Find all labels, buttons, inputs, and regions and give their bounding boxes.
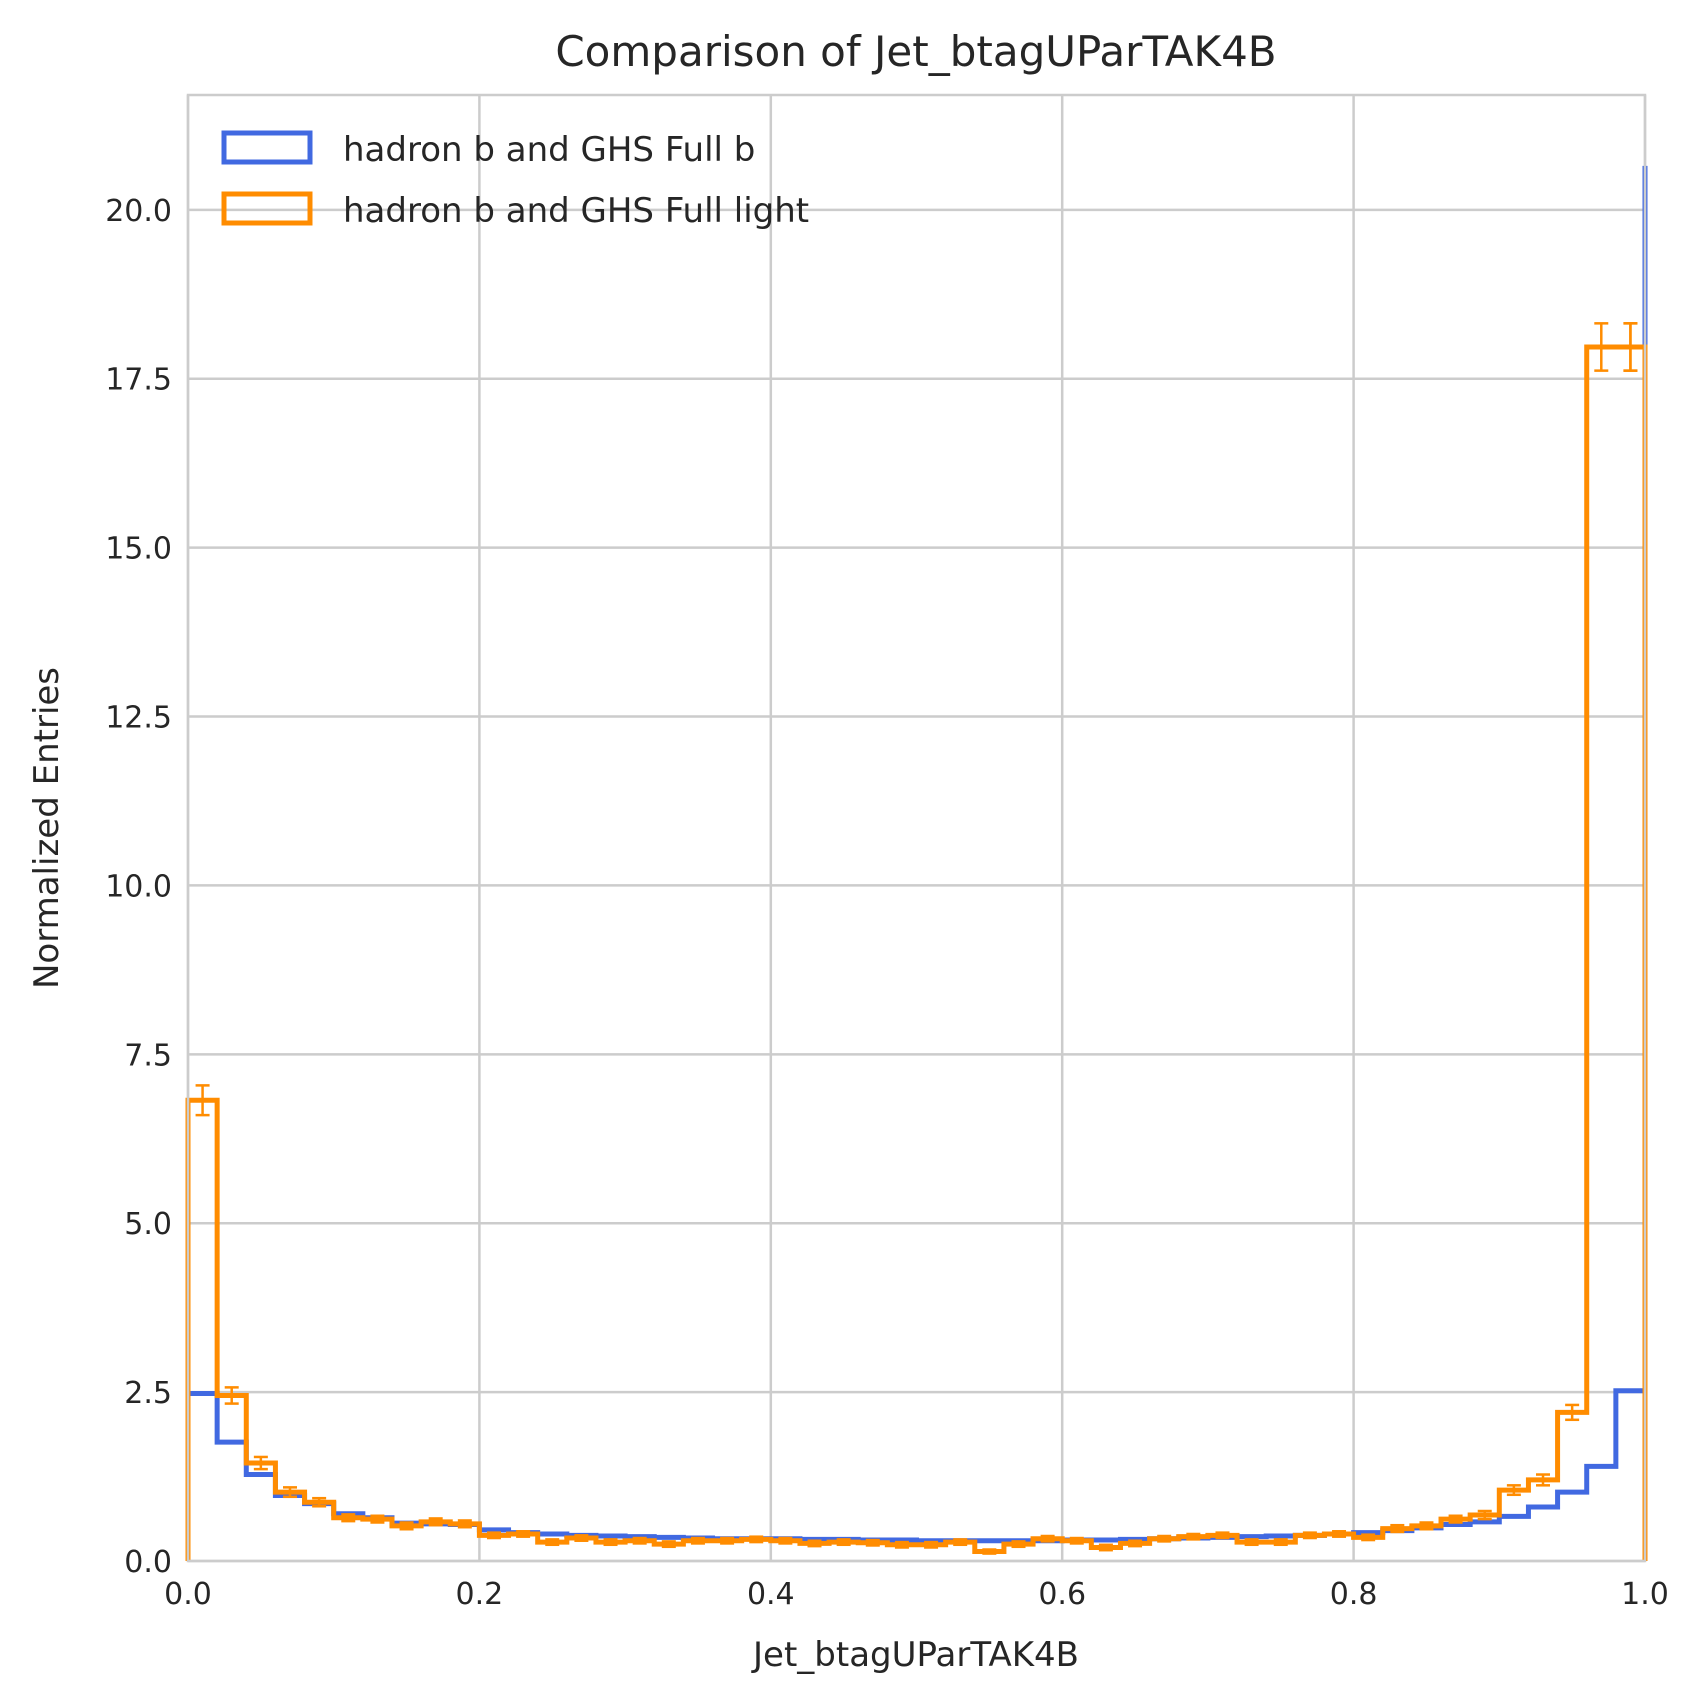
y-tick-label: 12.5	[105, 701, 172, 736]
y-tick-label: 15.0	[105, 532, 172, 567]
series-1-error-bar	[370, 1514, 385, 1524]
series-1-error-bar	[1098, 1543, 1113, 1552]
series-1-error-bar	[312, 1496, 327, 1508]
y-tick-label: 2.5	[124, 1376, 172, 1411]
series-1-error-bar	[632, 1536, 647, 1545]
series-1-error-bar	[1419, 1521, 1434, 1531]
series-1-error-bar	[457, 1519, 472, 1529]
series-1-error-bar	[574, 1534, 589, 1542]
y-axis-label: Normalized Entries	[27, 667, 67, 989]
series-1-error-bar	[341, 1513, 356, 1523]
series-1-error-bar	[1361, 1533, 1376, 1542]
series-1-error-bar	[1273, 1538, 1288, 1547]
series-1-error-bar	[224, 1386, 239, 1405]
series-1-error-bar	[1244, 1538, 1259, 1547]
series-1-error-bar	[1536, 1473, 1551, 1487]
series-1-error-bar	[690, 1536, 705, 1545]
series-1-error-bar	[1302, 1531, 1317, 1540]
series-1-error-bar	[253, 1455, 268, 1471]
series-1-error-bar	[1477, 1509, 1492, 1521]
x-axis-label: Jet_btagUParTAK4B	[751, 1635, 1079, 1675]
series-1-error-bar	[1565, 1403, 1580, 1422]
series-1-error-bar	[807, 1539, 822, 1548]
y-tick-label: 10.0	[105, 869, 172, 904]
x-tick-labels: 0.0 0.2 0.4 0.6 0.8 1.0	[164, 1577, 1669, 1612]
series-1-error-bar	[778, 1536, 793, 1545]
legend-swatch-b	[221, 130, 313, 165]
series-1-error-bar	[1069, 1536, 1084, 1545]
y-tick-label: 5.0	[124, 1207, 172, 1242]
x-tick-label: 0.6	[1038, 1577, 1086, 1612]
series-1-error-bar	[953, 1538, 968, 1547]
series-1-error-bar	[1506, 1484, 1521, 1497]
series-1-error-bar	[720, 1536, 735, 1545]
legend-label-light: hadron b and GHS Full light	[343, 191, 809, 231]
legend-label-b: hadron b and GHS Full b	[343, 130, 755, 170]
x-tick-label: 0.8	[1330, 1577, 1378, 1612]
series-1-error-bar	[1623, 322, 1638, 372]
series-1-error-bar	[1332, 1530, 1347, 1538]
legend-swatch-light	[221, 191, 313, 226]
x-tick-label: 1.0	[1621, 1577, 1669, 1612]
series-1-error-bar	[865, 1538, 880, 1547]
series-1-error-bar	[1011, 1540, 1026, 1549]
series-1-error-bar	[516, 1530, 531, 1538]
series-1-error-bar	[603, 1538, 618, 1547]
x-tick-label: 0.4	[747, 1577, 795, 1612]
series-1-error-bar	[982, 1548, 997, 1555]
series-1-error-bar	[1448, 1514, 1463, 1524]
y-tick-label: 17.5	[105, 363, 172, 398]
series-1-error-bar	[1390, 1523, 1405, 1534]
x-tick-label: 0.0	[164, 1577, 212, 1612]
series-1-error-bar	[1594, 322, 1609, 372]
series-1-error-bar	[399, 1521, 414, 1531]
series-1-error-bar	[1215, 1531, 1230, 1540]
plot-frame	[186, 93, 1647, 1563]
y-tick-labels: 0.0 2.5 5.0 7.5 10.0 12.5 15.0 17.5 20.0	[105, 194, 172, 1580]
chart-title: Comparison of Jet_btagUParTAK4B	[555, 27, 1276, 76]
series-layer	[185, 165, 1648, 1561]
x-tick-label: 0.2	[456, 1577, 504, 1612]
series-1-error-bar	[486, 1531, 501, 1540]
series-1-error-bar	[749, 1535, 764, 1544]
series-1-error-bar	[545, 1538, 560, 1547]
series-1-error-bar	[894, 1540, 909, 1549]
series-1-error-bar	[1186, 1532, 1201, 1541]
y-tick-label: 20.0	[105, 194, 172, 229]
series-1-error-bar	[428, 1517, 443, 1527]
series-1-error-bar	[1157, 1534, 1172, 1543]
series-1-error-bar	[195, 1084, 210, 1117]
y-tick-label: 0.0	[124, 1545, 172, 1580]
series-1-error-bar	[282, 1486, 297, 1499]
series-1-error-bar	[836, 1538, 851, 1547]
legend: hadron b and GHS Full b hadron b and GHS…	[221, 130, 809, 231]
y-tick-label: 7.5	[124, 1038, 172, 1073]
series-1-error-bar	[661, 1540, 676, 1549]
series-1-error-bar	[924, 1540, 939, 1549]
series-1-error-bar	[1128, 1539, 1143, 1548]
series-1-error-bar	[1040, 1534, 1055, 1543]
